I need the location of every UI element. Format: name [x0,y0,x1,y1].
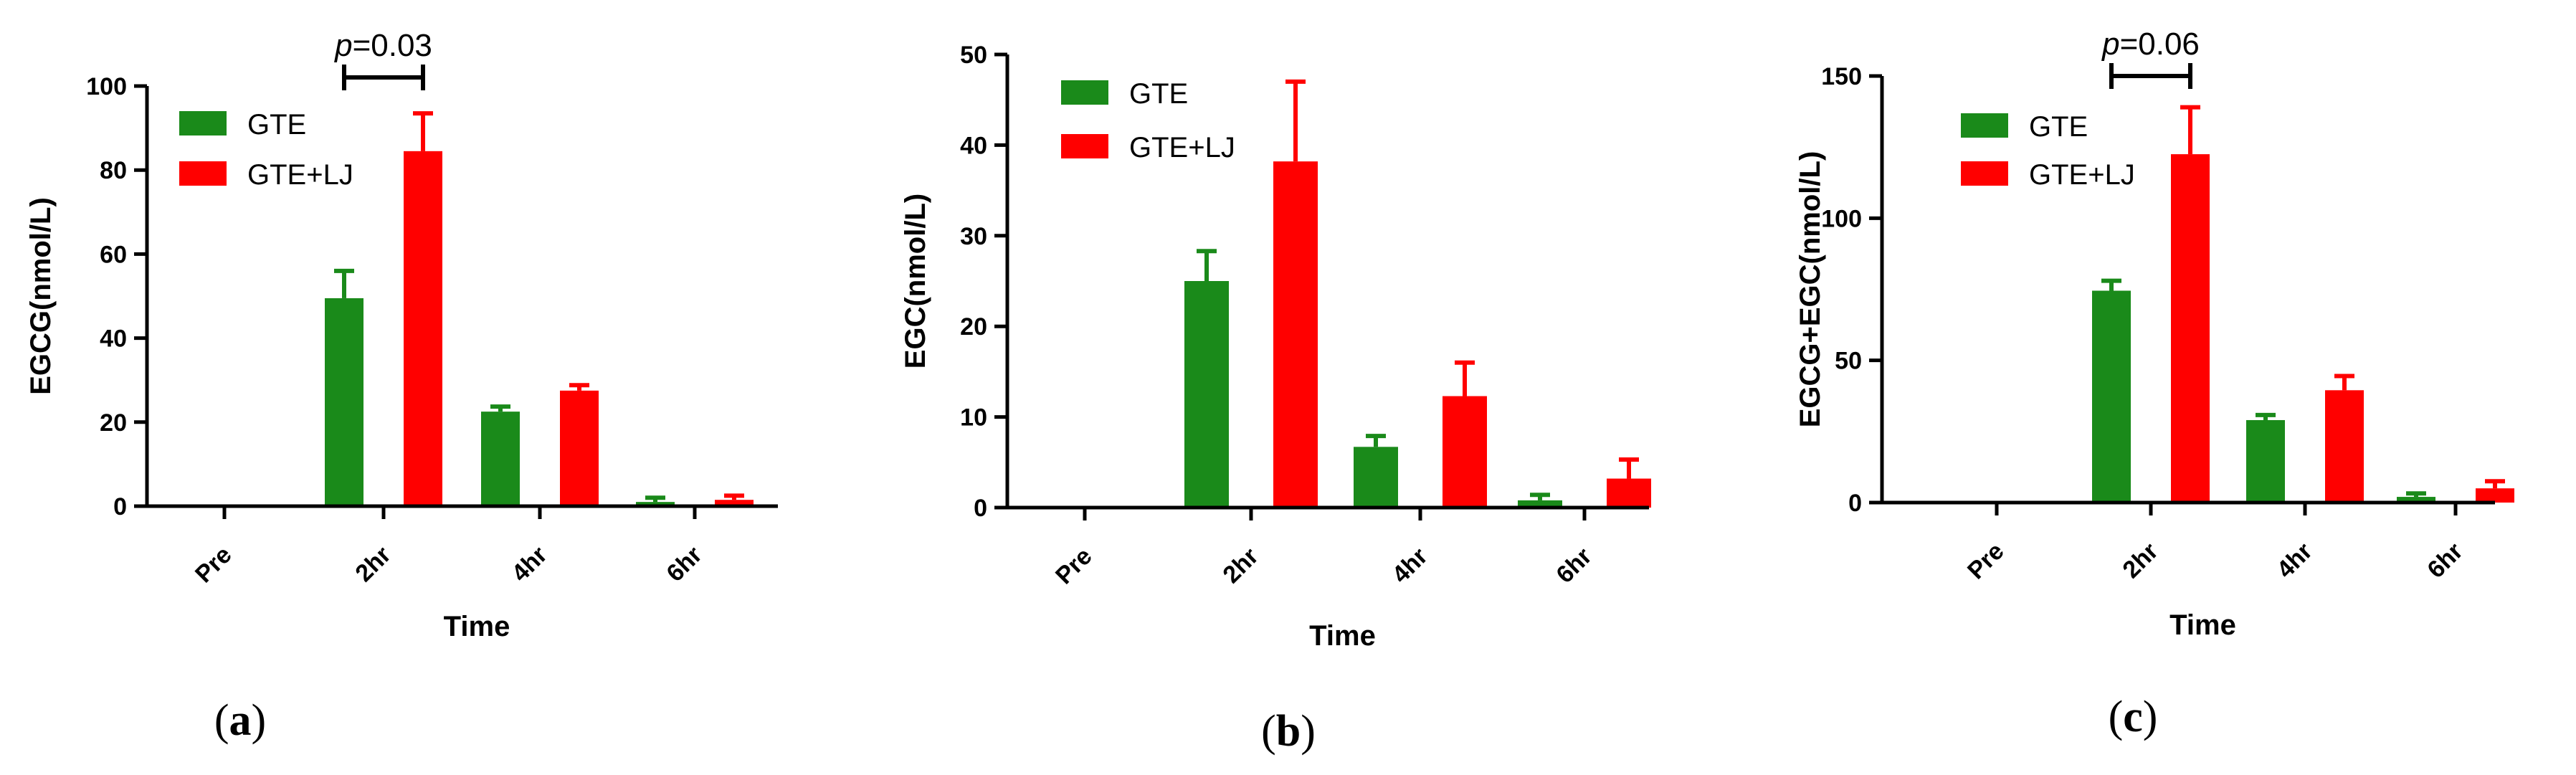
x-tick-label-pre: Pre [1962,538,2010,585]
significance-label: p=0.06 [2101,27,2200,62]
panel-paren: ) [1301,707,1316,756]
bar-gte-6hr [1518,500,1562,508]
y-tick-label: 150 [1821,63,1862,90]
significance-label: p=0.03 [333,28,432,63]
x-tick-label-4hr: 4hr [506,541,552,587]
bar-gte-4hr [2246,419,2285,503]
panel-letter: a [229,696,252,745]
x-axis-title: Time [2169,609,2236,641]
panel-label: (c) [2109,693,2158,741]
y-tick-label: 0 [1848,490,1862,517]
bar-gte-lj-6hr [2476,488,2514,503]
bar-gte-lj-2hr [1273,161,1318,508]
x-tick-label-2hr: 2hr [1217,543,1263,589]
x-tick-label-6hr: 6hr [661,541,707,587]
chart-c: 0 50 100 150 Pre 2hr 4hr 6hr EGCG+EGC(nmol/L) Tim… [1795,27,2514,741]
x-tick-label-4hr: 4hr [2271,538,2317,584]
bar-gte-lj-6hr [1607,478,1651,508]
legend-label-gte-lj: GTE+LJ [2029,159,2135,191]
y-axis-title: EGCG(nmol/L) [25,197,57,395]
y-tick-label: 30 [960,223,987,250]
legend-label-gte: GTE [247,109,306,141]
significance-p-symbol: p [2101,27,2119,62]
panel-letter: c [2123,693,2143,741]
y-tick-label: 10 [960,404,987,432]
x-axis-title: Time [444,611,510,642]
x-tick-label-4hr: 4hr [1387,543,1432,589]
bar-gte-2hr [2092,290,2131,503]
x-tick-label-pre: Pre [190,541,237,589]
y-axis-title: EGC(nmol/L) [900,194,931,369]
y-tick-label: 100 [86,73,127,100]
bar-gte-lj-6hr [715,500,754,506]
bar-gte-6hr [636,502,675,506]
y-tick-label: 20 [960,313,987,341]
y-tick-label: 40 [960,132,987,159]
panel-paren: ) [2143,693,2158,741]
legend-swatch-gte-lj [1961,161,2008,186]
bar-gte-lj-2hr [404,151,442,506]
bar-gte-4hr [1354,447,1398,508]
y-tick-label: 20 [100,409,127,437]
bar-gte-6hr [2397,497,2435,503]
legend-swatch-gte-lj [1061,134,1108,158]
x-tick-label-2hr: 2hr [2117,538,2163,584]
significance-p-symbol: p [333,28,352,63]
bar-gte-2hr [1184,281,1229,508]
bar-gte-lj-2hr [2171,154,2210,503]
chart-a: 0 20 40 60 80 100 Pre 2hr 4hr 6hr EGCG(nmol/L) Time… [25,28,778,745]
significance-value: =0.03 [353,28,432,63]
legend-label-gte-lj: GTE+LJ [1129,132,1235,163]
significance-value: =0.06 [2120,27,2200,62]
bar-gte-lj-4hr [560,390,599,506]
panel-letter: b [1276,707,1301,756]
legend-swatch-gte [179,111,227,135]
panel-label: (b) [1261,707,1316,756]
bar-gte-2hr [325,298,363,506]
bar-gte-4hr [481,412,520,506]
bar-gte-lj-4hr [2325,390,2364,503]
panel-paren: ( [1261,707,1276,756]
x-tick-label-2hr: 2hr [350,541,396,587]
legend-swatch-gte [1061,80,1108,105]
panel-paren: ) [252,696,267,745]
y-tick-label: 50 [1835,348,1862,375]
chart-b: 0 10 20 30 40 50 Pre 2hr 4hr 6hr EGC(nmol/L) Time GT… [900,42,1651,756]
y-tick-label: 60 [100,241,127,268]
y-tick-label: 0 [974,495,987,522]
legend-label-gte-lj: GTE+LJ [247,159,353,191]
legend-label-gte: GTE [2029,111,2088,143]
y-axis-title: EGCG+EGC(nmol/L) [1795,151,1826,428]
y-tick-label: 0 [113,493,127,520]
x-tick-label-6hr: 6hr [1551,543,1597,589]
legend-swatch-gte [1961,113,2008,138]
legend-swatch-gte-lj [179,161,227,186]
panel-paren: ( [2109,693,2124,741]
y-tick-label: 40 [100,325,127,353]
legend-label-gte: GTE [1129,78,1188,110]
y-tick-label: 80 [100,157,127,184]
panel-paren: ( [214,696,229,745]
panel-label: (a) [214,696,266,745]
y-tick-label: 100 [1821,205,1862,232]
x-tick-label-pre: Pre [1050,543,1098,590]
x-axis-title: Time [1309,620,1376,652]
bar-gte-lj-4hr [1443,396,1487,508]
y-tick-label: 50 [960,42,987,69]
x-tick-label-6hr: 6hr [2422,538,2468,584]
